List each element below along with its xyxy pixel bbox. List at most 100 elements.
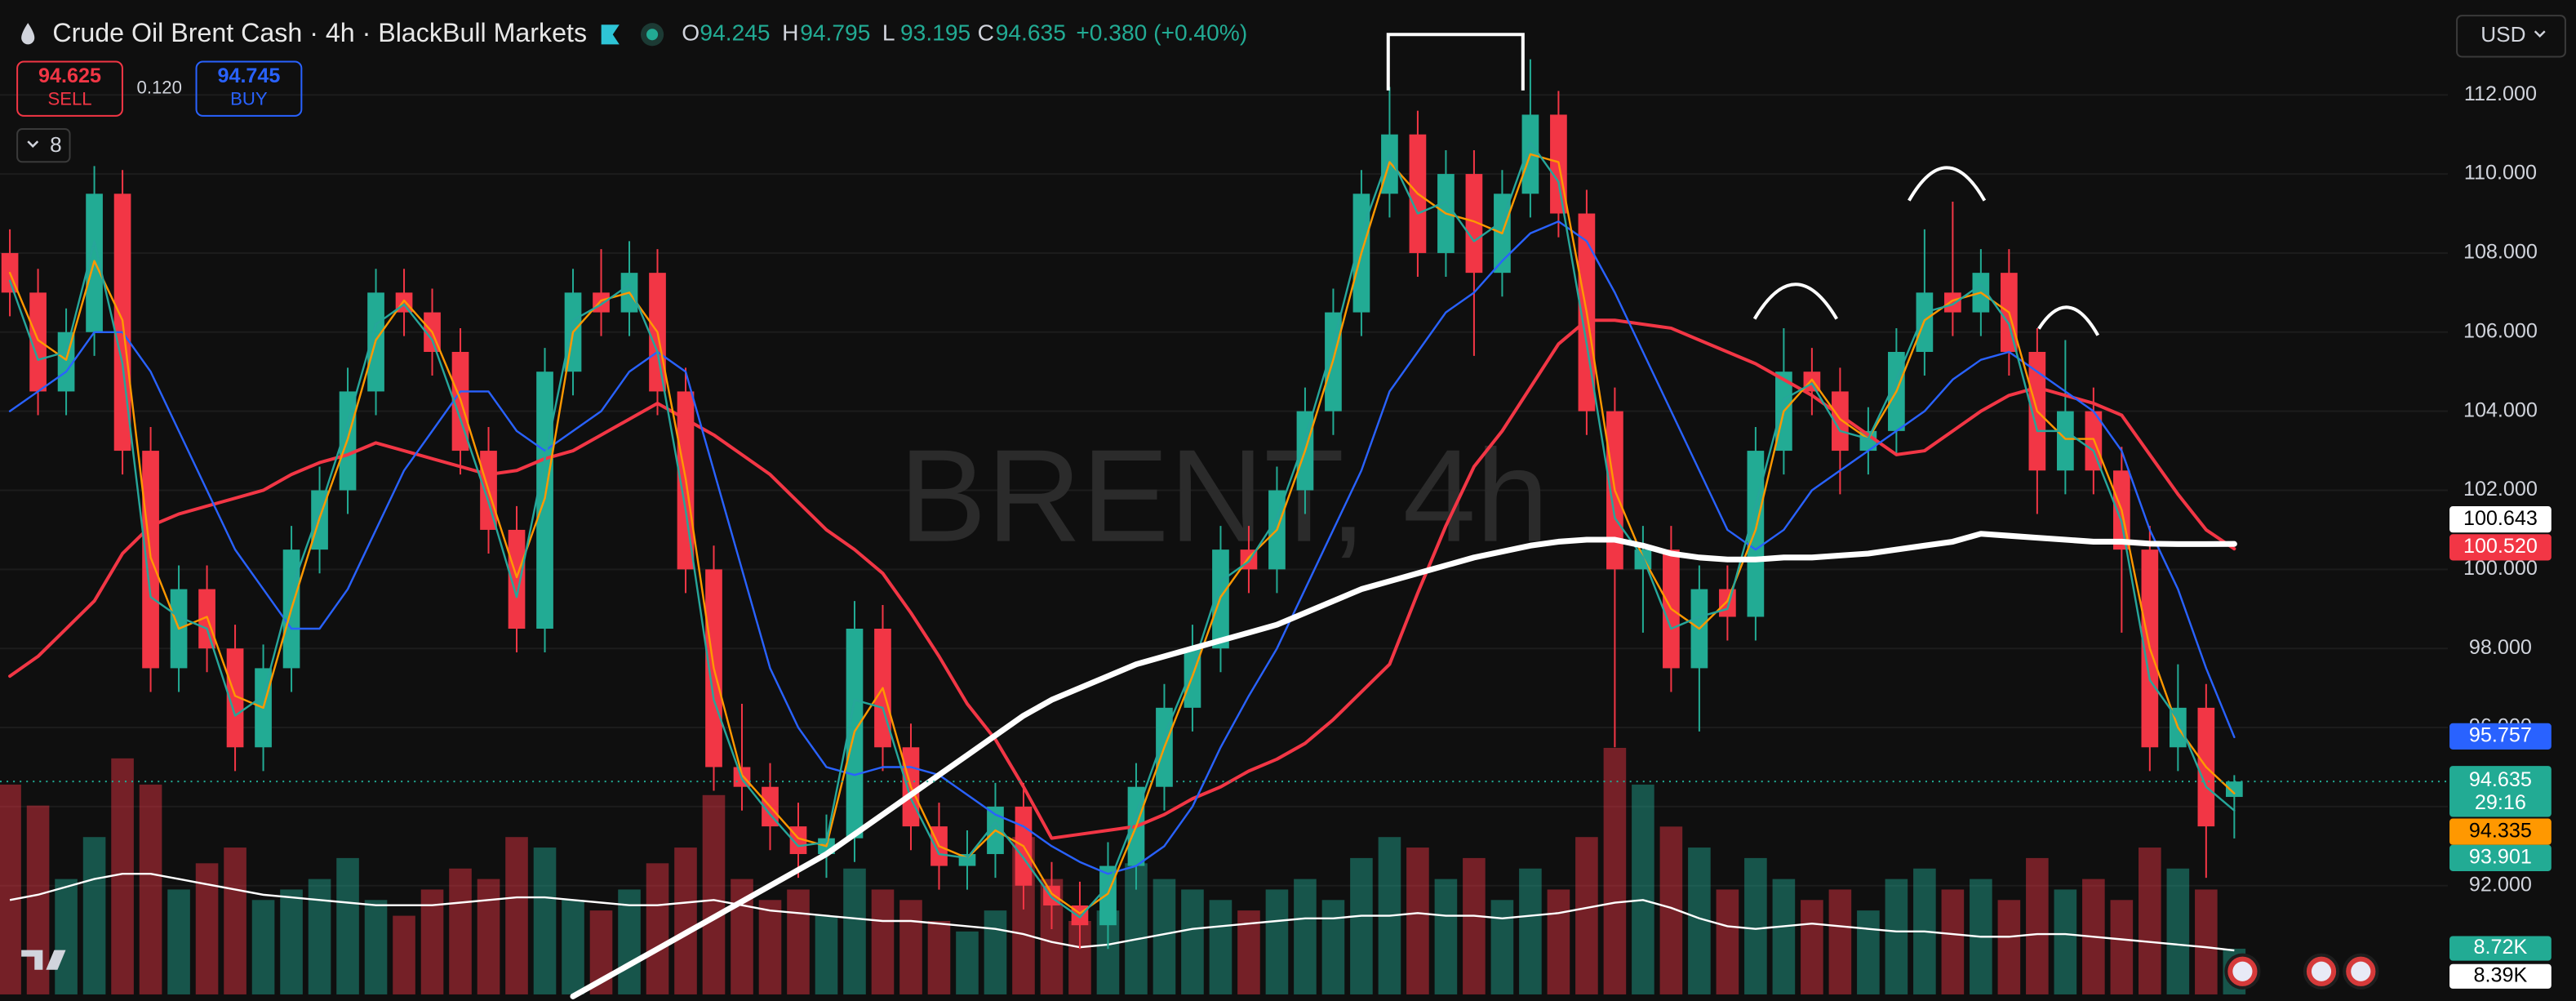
volume-bar — [393, 915, 415, 994]
ohlc-value: 94.245 — [700, 20, 770, 46]
y-tick-label: 104.000 — [2463, 398, 2538, 421]
series-end-label: 95.757 — [2469, 724, 2532, 747]
moving-average-line — [8, 153, 2236, 914]
ohlc-value: 94.635 — [996, 20, 1066, 46]
moving-average-line — [570, 531, 2237, 999]
volume-bar — [1744, 857, 1767, 994]
chevron[interactable] — [2534, 30, 2546, 38]
moving-average-line — [8, 141, 2236, 919]
flag-inner — [2351, 961, 2371, 981]
series-end-label-bg — [2449, 844, 2552, 871]
currency[interactable]: USD — [2481, 22, 2525, 47]
candle-body — [508, 529, 526, 629]
volume-bar — [55, 879, 78, 994]
candle-body — [1465, 174, 1483, 274]
volume-bar — [139, 784, 162, 994]
y-tick-label: 108.000 — [2463, 241, 2538, 264]
y-tick-label: 102.000 — [2463, 478, 2538, 500]
volume-bar — [1490, 900, 1514, 994]
volume-bar — [1547, 889, 1570, 994]
volume-bar — [2110, 900, 2134, 994]
event-flags — [2224, 953, 2379, 990]
volume-bar — [1265, 889, 1289, 994]
volume-bar — [2139, 848, 2161, 994]
symbol-title: Crude Oil Brent Cash · 4h · BlackBull Ma… — [52, 18, 587, 47]
currency-select[interactable] — [2456, 15, 2566, 58]
y-tick-label: 92.000 — [2469, 873, 2532, 896]
volume-bar — [1941, 889, 1965, 994]
buy-label[interactable]: BUY — [230, 89, 268, 109]
volume-bar — [871, 889, 895, 994]
volume-bar — [2054, 889, 2077, 994]
indicators-count[interactable]: 8 — [50, 132, 62, 157]
current-price-label: 94.635 — [2469, 768, 2532, 791]
sell-label[interactable]: SELL — [47, 89, 91, 109]
candle-body — [1832, 391, 1849, 452]
volume-bar — [1857, 910, 1880, 994]
volume-bar — [2195, 889, 2218, 994]
volume-end-label: 8.72K — [2474, 936, 2528, 959]
series-end-label: 94.335 — [2469, 819, 2532, 842]
candle-body — [1719, 589, 1736, 617]
candle-body — [2057, 411, 2074, 471]
volume-bar — [899, 900, 922, 994]
y-tick-label: 106.000 — [2463, 319, 2538, 342]
volume-bar — [82, 837, 106, 994]
volume-bar — [364, 900, 388, 994]
volume-bar — [2166, 868, 2190, 994]
sell-price[interactable]: 94.625 — [38, 65, 101, 87]
ohlc-legend: O 94.245 H 94.795 L 93.195 C 94.635 — [682, 20, 1066, 46]
candle-body — [1747, 451, 1765, 617]
volume-bar — [280, 889, 303, 994]
volume-bar — [562, 900, 584, 994]
drawing-arc — [1752, 283, 1838, 320]
series-end-label: 100.520 — [2463, 535, 2538, 558]
flag-inner — [2311, 961, 2332, 981]
drawing-arc — [1908, 166, 1987, 202]
drawing-bracket — [1386, 33, 1525, 91]
ohlc-letter: C — [978, 20, 994, 46]
y-tick-label: 100.000 — [2463, 557, 2538, 580]
volume-bar — [646, 863, 669, 994]
indicators-toggle[interactable] — [16, 128, 71, 163]
volume-bar — [1434, 879, 1458, 994]
volume-bar — [1828, 889, 1852, 994]
buy-price[interactable]: 94.745 — [217, 65, 280, 87]
candle-body — [1099, 865, 1117, 926]
volume-bar — [336, 857, 359, 994]
volume-ma-line — [9, 872, 2235, 952]
spread: 0.120 — [137, 78, 182, 98]
logo[interactable] — [21, 950, 66, 970]
sell-button[interactable] — [16, 60, 123, 117]
volume-end-label-bg — [2449, 936, 2552, 961]
flag-inner — [2232, 961, 2253, 981]
y-tick-label: 98.000 — [2469, 636, 2532, 659]
volume-bar — [1603, 747, 1627, 994]
volume-bar — [505, 837, 528, 994]
volume-bar — [308, 879, 331, 994]
volume-bar — [787, 889, 810, 994]
grid — [0, 94, 2449, 887]
volume-bar — [2026, 857, 2049, 994]
ohlc-letter: O — [682, 20, 700, 46]
volume-bar — [224, 848, 246, 994]
ohlc-letter: H — [782, 20, 798, 46]
ohlc-value: 93.195 — [900, 20, 970, 46]
volume-bar — [843, 868, 866, 994]
candle-body — [1944, 292, 1961, 313]
volume-bar — [618, 889, 641, 994]
watermark: BRENT, 4h — [899, 423, 1548, 570]
volume-bar — [1716, 889, 1739, 994]
volume-ma-end-label-bg — [2449, 963, 2552, 989]
volume-bar — [702, 794, 726, 994]
buy-button[interactable] — [195, 60, 303, 117]
countdown: 29:16 — [2475, 791, 2526, 814]
flag-icon[interactable] — [601, 24, 620, 45]
moving-average-line — [8, 318, 2236, 840]
y-tick-label: 110.000 — [2464, 162, 2537, 185]
volume-bar — [956, 931, 979, 994]
chevron[interactable] — [27, 140, 39, 149]
moving-average-line — [8, 220, 2236, 875]
